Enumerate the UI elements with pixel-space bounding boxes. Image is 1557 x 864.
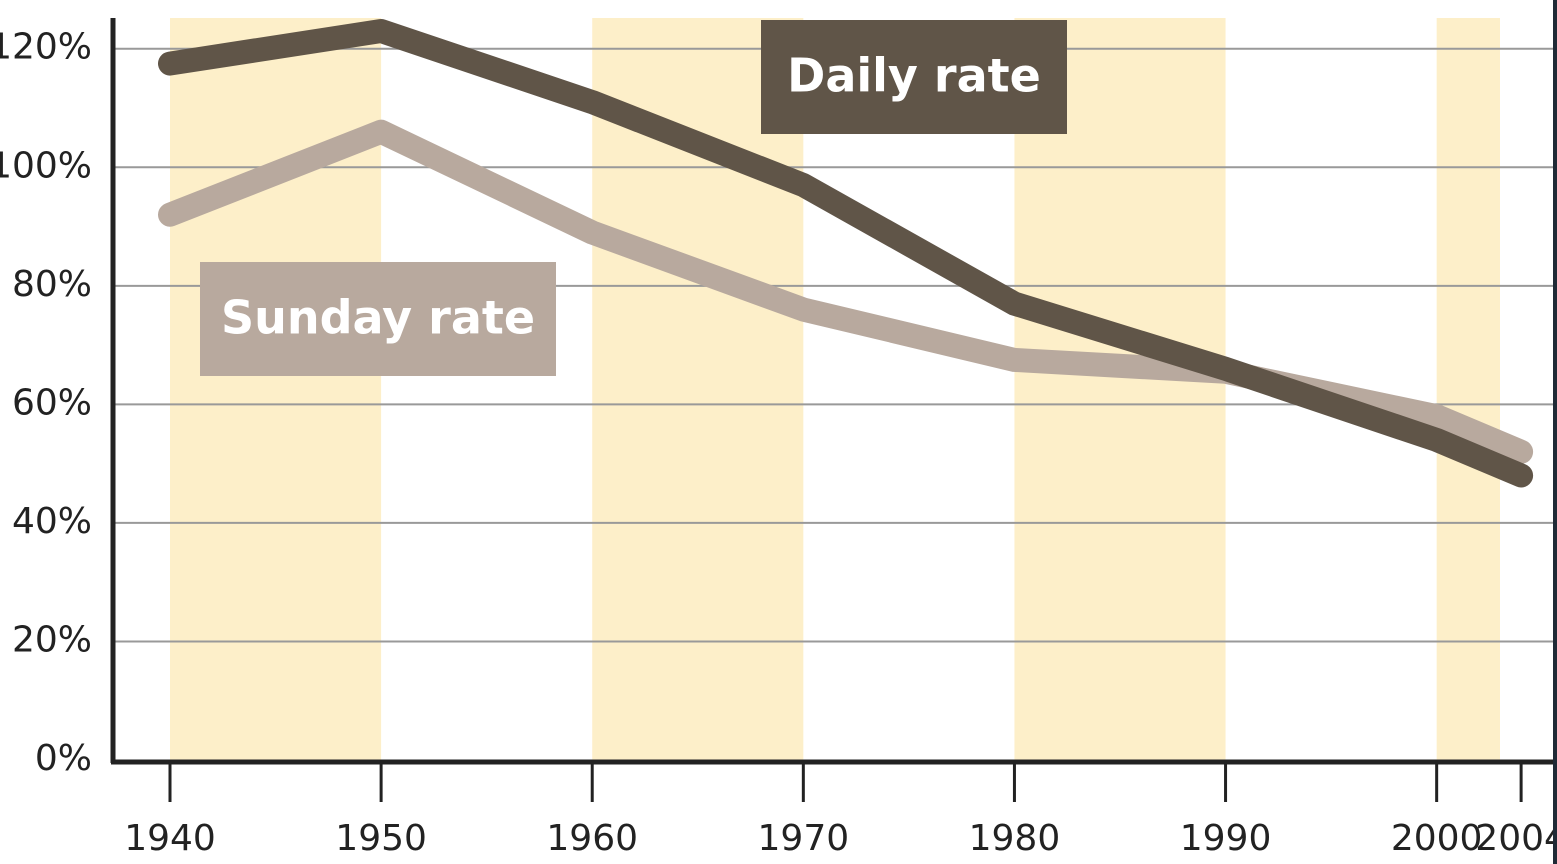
x-tick-label: 1940 <box>124 818 216 859</box>
decade-band <box>170 18 382 760</box>
decade-band <box>1436 18 1500 760</box>
legend-box <box>200 262 556 376</box>
y-tick-label: 20% <box>12 619 92 660</box>
decade-band <box>1014 18 1226 760</box>
x-tick-label: 1950 <box>335 818 427 859</box>
x-tick-label: 1980 <box>969 818 1061 859</box>
x-tick-label: 1990 <box>1180 818 1272 859</box>
y-tick-label: 80% <box>12 264 92 305</box>
legend-box <box>761 20 1067 134</box>
y-tick-label: 60% <box>12 382 92 423</box>
legend-label: Daily rate <box>787 49 1041 103</box>
legend-label: Sunday rate <box>221 291 535 345</box>
x-tick-label: 1960 <box>546 818 638 859</box>
edge-stripe <box>1553 0 1557 864</box>
y-tick-label: 100% <box>0 145 92 186</box>
x-tick-label: 2004 <box>1475 818 1557 859</box>
y-tick-label: 120% <box>0 27 92 68</box>
x-tick-label: 1970 <box>758 818 850 859</box>
y-tick-label: 0% <box>35 738 92 779</box>
series-line <box>158 119 1534 464</box>
series-line <box>158 18 1534 488</box>
y-tick-label: 40% <box>12 501 92 542</box>
x-tick-label: 2000 <box>1391 818 1483 859</box>
